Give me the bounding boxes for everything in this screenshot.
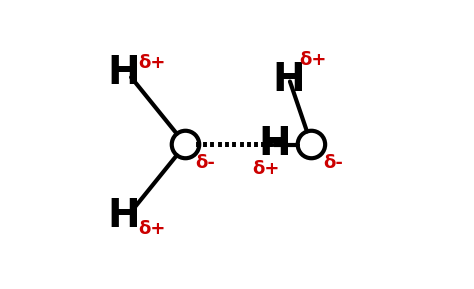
Text: H: H <box>108 197 140 235</box>
Text: δ+: δ+ <box>300 51 327 69</box>
Text: δ+: δ+ <box>138 220 165 238</box>
Text: H: H <box>108 54 140 92</box>
Text: δ+: δ+ <box>138 54 165 72</box>
Text: δ-: δ- <box>323 154 343 172</box>
Text: H: H <box>272 61 305 99</box>
Text: H: H <box>258 125 291 164</box>
Text: δ+: δ+ <box>252 160 279 178</box>
Text: δ-: δ- <box>195 154 215 172</box>
